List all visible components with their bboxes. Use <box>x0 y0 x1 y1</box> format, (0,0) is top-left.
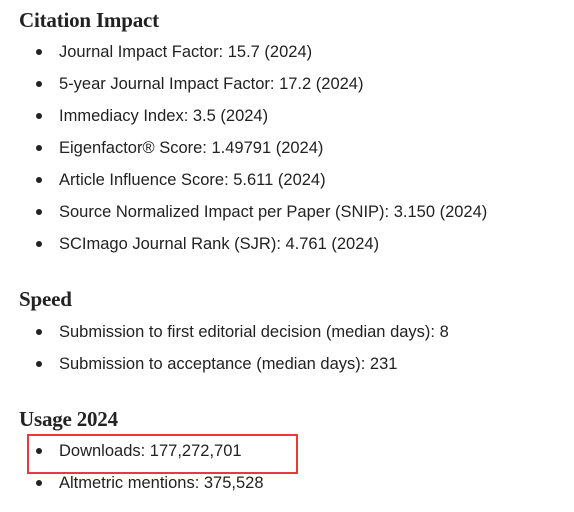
metric-text: Article Influence Score: 5.611 (2024) <box>59 171 326 189</box>
bullet-icon <box>36 209 42 215</box>
list-item: Journal Impact Factor: 15.7 (2024) <box>19 36 569 68</box>
list-item: 5-year Journal Impact Factor: 17.2 (2024… <box>19 68 569 100</box>
bullet-icon <box>36 113 42 119</box>
metric-text: Submission to first editorial decision (… <box>59 323 449 341</box>
bullet-icon <box>36 81 42 87</box>
bullet-icon <box>36 49 42 55</box>
list-item: SCImago Journal Rank (SJR): 4.761 (2024) <box>19 228 569 260</box>
list-item: Immediacy Index: 3.5 (2024) <box>19 100 569 132</box>
altmetric-text: Altmetric mentions: 375,528 <box>59 474 264 492</box>
metric-text: Eigenfactor® Score: 1.49791 (2024) <box>59 139 324 157</box>
citation-impact-section: Citation Impact Journal Impact Factor: 1… <box>19 8 569 260</box>
bullet-icon <box>36 361 42 367</box>
metric-text: Source Normalized Impact per Paper (SNIP… <box>59 203 488 221</box>
bullet-icon <box>36 329 42 335</box>
list-item: Eigenfactor® Score: 1.49791 (2024) <box>19 132 569 164</box>
bullet-icon <box>36 177 42 183</box>
list-item: Source Normalized Impact per Paper (SNIP… <box>19 196 569 228</box>
speed-list: Submission to first editorial decision (… <box>19 316 569 380</box>
citation-impact-list: Journal Impact Factor: 15.7 (2024) 5-yea… <box>19 36 569 260</box>
downloads-text: Downloads: 177,272,701 <box>59 442 242 460</box>
list-item: Altmetric mentions: 375,528 <box>19 467 569 499</box>
bullet-icon <box>36 241 42 247</box>
metric-text: Immediacy Index: 3.5 (2024) <box>59 107 269 125</box>
list-item: Downloads: 177,272,701 <box>19 435 569 467</box>
speed-heading: Speed <box>19 287 72 311</box>
usage-heading: Usage 2024 <box>19 407 118 431</box>
usage-list: Downloads: 177,272,701 Altmetric mention… <box>19 435 569 499</box>
list-item: Submission to acceptance (median days): … <box>19 348 569 380</box>
metric-text: Journal Impact Factor: 15.7 (2024) <box>59 43 313 61</box>
metric-text: Submission to acceptance (median days): … <box>59 355 398 373</box>
list-item: Article Influence Score: 5.611 (2024) <box>19 164 569 196</box>
metric-text: 5-year Journal Impact Factor: 17.2 (2024… <box>59 75 364 93</box>
list-item: Submission to first editorial decision (… <box>19 316 569 348</box>
citation-impact-heading: Citation Impact <box>19 8 159 32</box>
speed-section: Speed Submission to first editorial deci… <box>19 287 569 380</box>
bullet-icon <box>36 448 42 454</box>
metric-text: SCImago Journal Rank (SJR): 4.761 (2024) <box>59 235 380 253</box>
bullet-icon <box>36 480 42 486</box>
bullet-icon <box>36 145 42 151</box>
usage-section: Usage 2024 Downloads: 177,272,701 Altmet… <box>19 407 569 499</box>
